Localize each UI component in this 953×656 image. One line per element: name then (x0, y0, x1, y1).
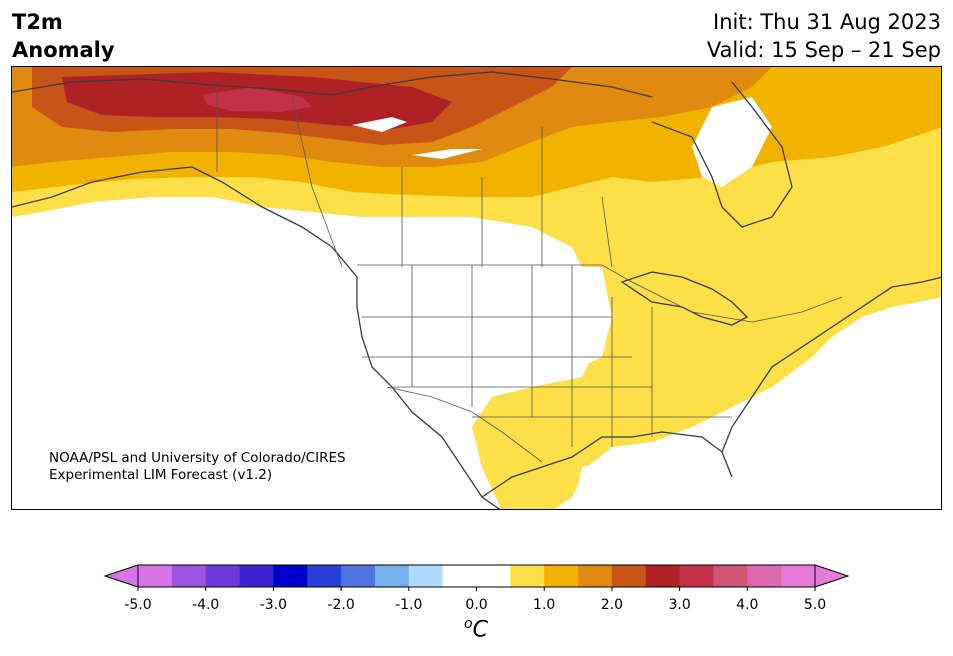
colorbar-segment (442, 565, 477, 587)
colorbar-tick-label: -5.0 (124, 597, 152, 613)
great-lakes (620, 271, 749, 326)
colorbar-segment (747, 565, 782, 587)
colorbar-segment (307, 565, 342, 587)
chart-title: T2m Anomaly (12, 8, 115, 64)
coastlines (12, 71, 941, 509)
colorbar-segment (239, 565, 274, 587)
canada-provinces (291, 96, 613, 268)
political-borders (216, 87, 843, 463)
colorbar-segment (679, 565, 714, 587)
title-line-1: T2m (12, 10, 63, 34)
init-date: Init: Thu 31 Aug 2023 (713, 10, 941, 34)
colorbar-extend-high (814, 564, 850, 588)
colorbar-tick-label: 1.0 (533, 597, 556, 613)
us-mexico-border (386, 386, 543, 463)
us-interior-neutral (342, 267, 612, 427)
colorbar-tick-label: 5.0 (803, 597, 827, 613)
colorbar-unit: oC (464, 616, 488, 642)
colorbar-segment (781, 565, 816, 587)
colorbar-tick-label: 0.0 (465, 597, 488, 613)
great-bear-lake (352, 117, 407, 132)
gulf-coast (481, 431, 733, 498)
colorbar-tick-label: -1.0 (395, 597, 423, 613)
colorbar-segment (408, 565, 444, 587)
colorbar-tick-label: 3.0 (668, 597, 691, 613)
unit-letter: C (472, 617, 488, 643)
forecast-dates: Init: Thu 31 Aug 2023 Valid: 15 Sep – 21… (707, 8, 941, 64)
title-line-2: Anomaly (12, 38, 115, 62)
colorbar-ticks: -5.0 -4.0 -3.0 -2.0 -1.0 0.0 1.0 2.0 3.0 4.0 5.0 (0, 597, 953, 617)
colorbar-segment (510, 565, 545, 587)
colorbar-segment (341, 565, 376, 587)
colorbar-tick-label: 2.0 (600, 597, 624, 613)
valid-range: Valid: 15 Sep – 21 Sep (706, 38, 941, 62)
hudson-bay-coast (651, 81, 793, 228)
colorbar-segment (645, 565, 681, 587)
atlantic-ocean (732, 297, 941, 509)
colorbar-segment (611, 565, 647, 587)
colorbar-segment (578, 565, 613, 587)
colorbar-segment (205, 565, 241, 587)
anomaly-map (11, 66, 942, 510)
colorbar-segment (171, 565, 207, 587)
gulf-of-mexico (572, 447, 752, 509)
colorbar-segment (713, 565, 748, 587)
colorbar-segment (374, 565, 410, 587)
credit-text: NOAA/PSL and University of Colorado/CIRE… (49, 450, 346, 484)
pacific-ocean (12, 217, 489, 509)
colorbar-tick-label: -3.0 (259, 597, 288, 613)
anomaly-pink (202, 87, 312, 112)
colorbar-segment (544, 565, 579, 587)
map-svg (12, 67, 941, 509)
hudson-bay (692, 97, 772, 187)
colorbar-segment (138, 565, 173, 587)
colorbar-segment (476, 565, 511, 587)
colorbar-segment (273, 565, 308, 587)
east-coast (721, 276, 941, 453)
neutral-areas (12, 97, 941, 509)
credit-line-1: NOAA/PSL and University of Colorado/CIRE… (49, 450, 346, 466)
west-coast (12, 166, 501, 509)
great-slave-lake (412, 149, 482, 159)
arctic-coast (12, 71, 653, 98)
colorbar-tick-label: -2.0 (327, 597, 355, 613)
colorbar-extend-low (103, 564, 139, 588)
colorbar-tick-label: -4.0 (192, 597, 220, 613)
unit-degree: o (464, 616, 473, 632)
credit-line-2: Experimental LIM Forecast (v1.2) (49, 467, 273, 483)
colorbar-tick-label: 4.0 (736, 597, 759, 613)
colorbar (103, 564, 850, 591)
us-states (362, 265, 732, 447)
